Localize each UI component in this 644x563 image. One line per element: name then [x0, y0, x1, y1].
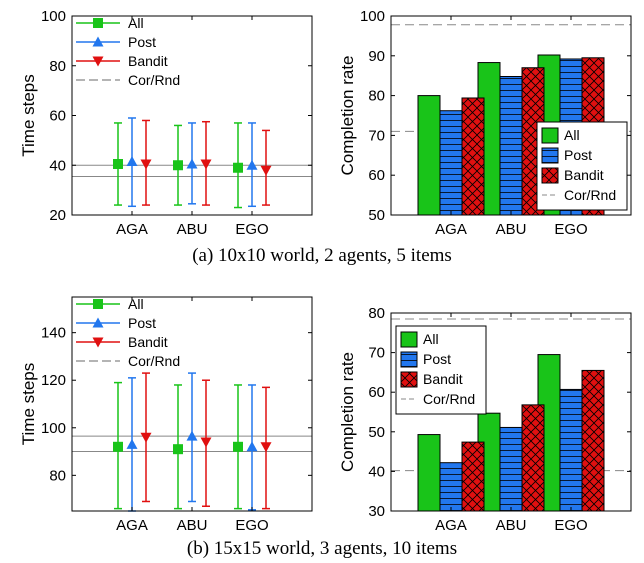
- x-tick-label: AGA: [435, 517, 467, 534]
- bar-bandit: [522, 405, 544, 511]
- y-tick-label: 100: [360, 8, 385, 25]
- bar-all: [418, 435, 440, 511]
- legend-label: All: [128, 296, 144, 312]
- y-tick-label: 30: [368, 503, 385, 520]
- bar-post: [500, 427, 522, 511]
- data-point-post: [187, 159, 198, 169]
- legend-label: Bandit: [564, 167, 604, 183]
- x-tick-label: AGA: [116, 221, 148, 238]
- legend-swatch: [401, 332, 417, 347]
- x-tick-label: ABU: [496, 221, 527, 238]
- y-tick-label: 70: [368, 127, 385, 144]
- y-tick-label: 80: [49, 467, 66, 484]
- chart-a-left: 20 40 60 80 100 AGA ABU EGO Time steps All Post Ban…: [19, 8, 312, 238]
- y-tick-label: 80: [368, 305, 385, 322]
- y-tick-label: 90: [368, 48, 385, 65]
- chart-a-right: 50 60 70 80 90 100 AGA ABU EGO Completion rate All…: [338, 8, 631, 238]
- legend-label: Cor/Rnd: [564, 187, 616, 203]
- caption-a: (a) 10x10 world, 2 agents, 5 items: [0, 245, 644, 267]
- legend-label: Post: [128, 315, 156, 331]
- data-point-all: [113, 159, 123, 169]
- legend-label: Post: [564, 147, 592, 163]
- legend-swatch: [401, 372, 417, 387]
- x-tick-label: EGO: [235, 221, 268, 238]
- data-point-all: [173, 444, 183, 454]
- bar-post: [500, 76, 522, 215]
- legend-swatch: [542, 128, 558, 143]
- data-point-all: [173, 160, 183, 170]
- chart-b-left: 80 100 120 140 AGA ABU EGO Time steps All Post Ban…: [19, 296, 312, 534]
- legend-label: All: [564, 127, 580, 143]
- y-tick-label: 60: [368, 384, 385, 401]
- legend-label: Post: [423, 351, 451, 367]
- x-tick-label: AGA: [435, 221, 467, 238]
- legend-label: All: [128, 15, 144, 31]
- legend-label: Cor/Rnd: [128, 72, 180, 88]
- y-tick-label: 100: [41, 420, 66, 437]
- legend-label: Post: [128, 34, 156, 50]
- data-point-bandit: [141, 160, 152, 170]
- y-tick-label: 60: [368, 167, 385, 184]
- x-tick-label: EGO: [235, 517, 268, 534]
- bar-post: [560, 389, 582, 511]
- data-point-all: [233, 163, 243, 173]
- bar-post: [440, 463, 462, 511]
- data-point-all: [233, 442, 243, 452]
- legend-marker: [93, 299, 103, 309]
- x-tick-label: ABU: [496, 517, 527, 534]
- legend-marker: [93, 18, 103, 28]
- data-point-all: [113, 442, 123, 452]
- data-point-post: [247, 441, 258, 451]
- data-point-post: [127, 439, 138, 449]
- legend-label: Bandit: [423, 371, 463, 387]
- y-tick-label: 50: [368, 424, 385, 441]
- y-tick-label: 80: [368, 88, 385, 105]
- y-tick-label: 140: [41, 325, 66, 342]
- y-tick-label: 40: [368, 463, 385, 480]
- y-tick-label: 60: [49, 108, 66, 125]
- y-axis-label: Completion rate: [338, 352, 357, 472]
- legend-swatch: [542, 148, 558, 163]
- x-tick-label: ABU: [177, 517, 208, 534]
- legend-swatch: [401, 352, 417, 367]
- x-tick-label: ABU: [177, 221, 208, 238]
- legend-label: All: [423, 331, 439, 347]
- data-point-bandit: [201, 438, 212, 448]
- y-tick-label: 120: [41, 372, 66, 389]
- y-axis-label: Completion rate: [338, 55, 357, 175]
- data-point-bandit: [261, 442, 272, 452]
- data-point-bandit: [201, 160, 212, 170]
- legend-label: Cor/Rnd: [128, 353, 180, 369]
- y-tick-label: 100: [41, 8, 66, 25]
- x-tick-label: AGA: [116, 517, 148, 534]
- legend-label: Bandit: [128, 334, 168, 350]
- y-axis-label: Time steps: [19, 363, 38, 446]
- legend-label: Cor/Rnd: [423, 391, 475, 407]
- y-axis-label: Time steps: [19, 74, 38, 157]
- data-point-post: [127, 156, 138, 166]
- bar-bandit: [462, 442, 484, 511]
- bar-all: [418, 96, 440, 215]
- x-tick-label: EGO: [554, 517, 587, 534]
- bar-bandit: [582, 370, 604, 511]
- legend-label: Bandit: [128, 53, 168, 69]
- caption-b: (b) 15x15 world, 3 agents, 10 items: [0, 538, 644, 560]
- bar-post: [440, 111, 462, 215]
- y-tick-label: 20: [49, 207, 66, 224]
- bar-bandit: [462, 98, 484, 215]
- y-tick-label: 50: [368, 207, 385, 224]
- chart-b-right: 30 40 50 60 70 80 AGA ABU EGO Completion rate All P…: [338, 305, 631, 534]
- data-point-bandit: [261, 166, 272, 176]
- x-tick-label: EGO: [554, 221, 587, 238]
- y-tick-label: 40: [49, 157, 66, 174]
- y-tick-label: 70: [368, 345, 385, 362]
- y-tick-label: 80: [49, 58, 66, 75]
- legend-swatch: [542, 168, 558, 183]
- data-point-bandit: [141, 433, 152, 443]
